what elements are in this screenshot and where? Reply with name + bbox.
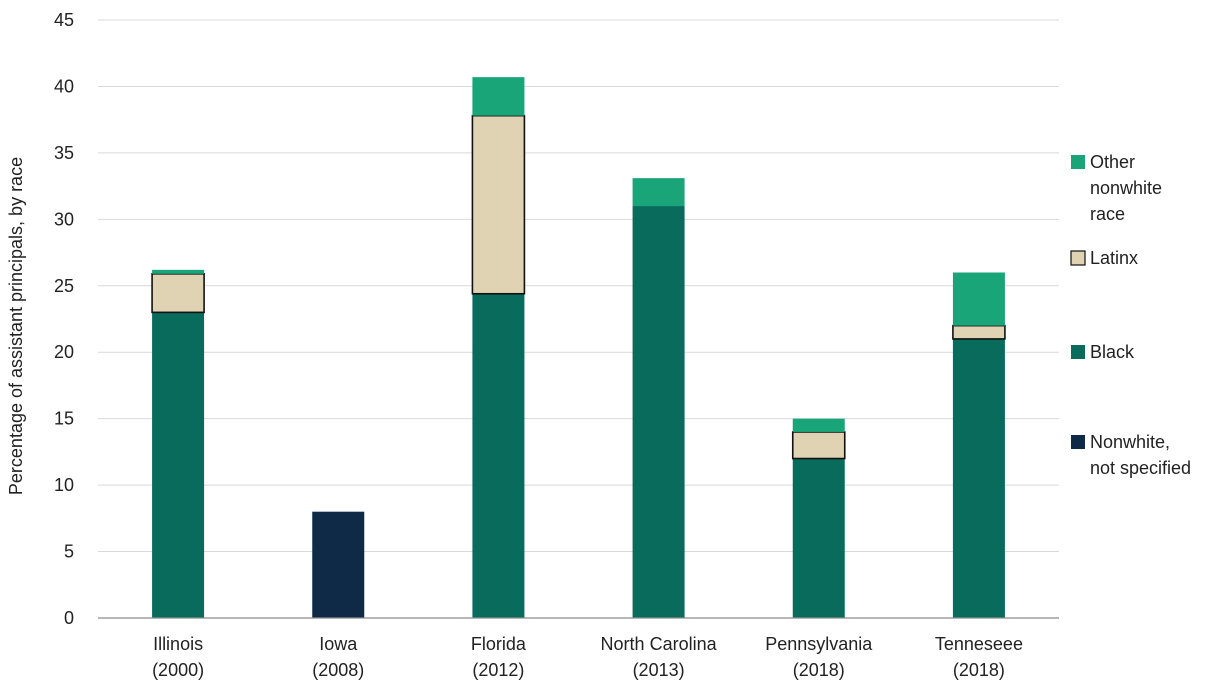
- y-tick-label: 30: [54, 209, 74, 229]
- bars: [151, 77, 1006, 619]
- x-tick-label: Illinois (2000): [152, 634, 204, 680]
- legend-label: Other nonwhite race: [1090, 152, 1162, 224]
- bar-segment: [632, 178, 685, 207]
- y-tick-label: 0: [64, 608, 74, 628]
- y-axis-ticks: 0 5 10 15 20 25 30 35 40 45: [54, 10, 74, 628]
- x-tick-label: North Carolina (2013): [601, 634, 718, 680]
- legend-swatch: [1071, 435, 1085, 449]
- x-axis-ticks: Illinois (2000) Iowa (2008) Florida (2012) Nor…: [152, 634, 1023, 680]
- y-tick-label: 45: [54, 10, 74, 30]
- bar-segment: [472, 293, 525, 618]
- bar-segment: [472, 77, 525, 116]
- y-tick-label: 20: [54, 342, 74, 362]
- y-tick-label: 15: [54, 409, 74, 429]
- bar-segment: [632, 206, 685, 619]
- legend-label: Nonwhite, not specified: [1090, 432, 1191, 478]
- legend-swatch: [1070, 250, 1086, 266]
- x-tick-label: Tenneseee (2018): [935, 634, 1023, 680]
- x-tick-label: Iowa (2008): [312, 634, 364, 680]
- x-tick-label: Florida (2012): [471, 634, 527, 680]
- legend-label: Black: [1090, 342, 1135, 362]
- y-tick-label: 5: [64, 542, 74, 562]
- bar-segment: [792, 418, 845, 432]
- bar-segment: [952, 324, 1006, 340]
- bar-segment: [312, 511, 365, 618]
- bar-segment: [151, 273, 205, 314]
- bar-segment: [152, 312, 205, 618]
- legend-label: Latinx: [1090, 248, 1138, 268]
- bar-segment: [792, 458, 845, 618]
- bar-segment: [952, 272, 1005, 326]
- legend-swatch: [1071, 155, 1085, 169]
- y-axis-title: Percentage of assistant principals, by r…: [6, 157, 26, 495]
- bar-segment: [791, 431, 846, 460]
- bar-segment: [152, 269, 205, 274]
- gridlines: [98, 19, 1059, 553]
- y-tick-label: 35: [54, 143, 74, 163]
- legend: Other nonwhite race Latinx Black Nonwhite, not…: [1070, 152, 1191, 478]
- y-tick-label: 10: [54, 475, 74, 495]
- bar-segment: [471, 114, 526, 295]
- legend-swatch: [1071, 345, 1085, 359]
- y-tick-label: 25: [54, 276, 74, 296]
- bar-segment: [952, 338, 1005, 618]
- y-tick-label: 40: [54, 76, 74, 96]
- x-tick-label: Pennsylvania (2018): [765, 634, 873, 680]
